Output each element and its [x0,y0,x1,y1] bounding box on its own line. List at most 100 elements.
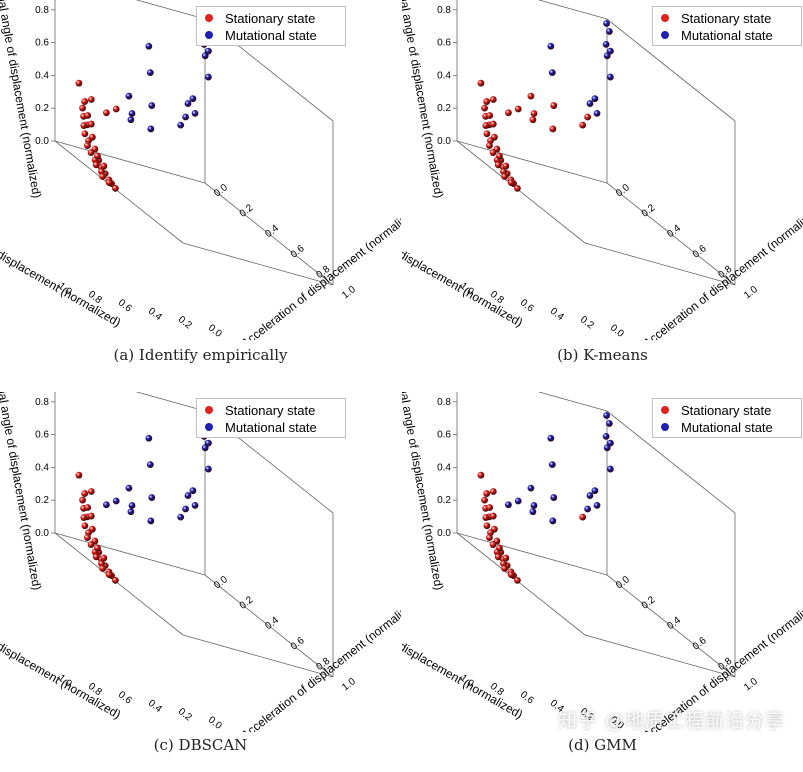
x-tick-label: 0.4 [665,615,683,632]
legend-stationary-marker [205,14,213,22]
mutational-point [548,69,556,77]
stationary-point [80,122,88,129]
z-tick-label: 0.0 [35,136,49,147]
stationary-point [513,184,521,192]
mutational-point [191,110,199,117]
stationary-point [550,102,558,109]
mutational-point [127,508,135,516]
panel-identify-empirically: 0.0 1.0 0.0 0.2 0.8 0.2 0.4 0.6 0.4 0.6 0.4 0.6 0.8 0… [0,0,401,380]
stationary-point [111,576,119,584]
stationary-point [489,149,497,156]
axis-x-line [204,182,334,286]
stationary-point [99,565,106,572]
stationary-point [481,104,488,112]
frame-edge [182,242,334,286]
legend: Stationary state Mutational state [652,398,802,438]
mutational-point [103,501,110,509]
y-tick-label: 0.6 [116,689,134,706]
mutational-point [547,434,555,442]
legend: Stationary state Mutational state [652,6,802,46]
watermark-text: 知乎 @地质工程前沿分享 [557,710,785,732]
y-tick-label: 0.2 [578,314,596,331]
mutational-point [125,92,133,100]
frame-edge [537,0,608,20]
stationary-point [486,504,494,511]
stationary-point [489,488,497,495]
mutational-point [148,102,156,109]
mutational-point [184,492,192,499]
z-tick-label: 0.2 [35,495,49,506]
y-axis-label: of displacement (normalized) [0,240,123,329]
y-tick-label: 0.4 [146,306,164,323]
stationary-point [477,79,485,87]
z-tick-label: 0.2 [437,103,451,114]
x-tick-label: 0.2 [640,202,658,219]
stationary-point [501,173,508,180]
y-axis-label: of displacement (normalized) [402,240,525,329]
stationary-point [494,161,502,169]
x-tick-label: 0.6 [289,635,307,652]
frame-edge [606,18,736,122]
stationary-point [94,152,101,160]
panel-k-means: 0.0 1.0 0.0 0.2 0.8 0.2 0.4 0.6 0.4 0.6 0.4 0.6 0.8 0… [402,0,803,380]
mutational-point [548,461,556,469]
z-tick-label: 0.8 [35,5,49,16]
mutational-point [125,484,133,492]
mutational-point [204,73,212,81]
axis-y-line [54,140,206,184]
mutational-point [182,505,190,513]
frame-edge [606,410,736,514]
mutational-point [182,113,190,121]
z-tick-label: 0.6 [35,430,49,441]
stationary-point [507,571,515,579]
mutational-point [189,95,197,103]
z-tick-label: 0.4 [437,462,451,473]
mutational-point [586,492,594,499]
z-tick-label: 0.6 [437,430,451,441]
mutational-point [605,420,613,427]
stationary-point [482,514,490,521]
z-tick-label: 0.8 [437,397,451,408]
y-tick-label: 0.0 [206,715,224,732]
mutational-point [127,116,135,124]
stationary-point [87,96,95,103]
legend-stationary-label: Stationary state [681,10,772,26]
x-tick-label: 0.6 [289,243,307,260]
z-tick-label: 0.2 [35,103,49,114]
legend-stationary-marker [205,406,213,414]
mutational-point [549,517,557,525]
frame-edge [54,140,184,244]
legend-mutational-marker [661,31,669,39]
chart-3d-scatter: 0.01.00.00.20.80.20.40.60.40.60.40.60.80… [0,392,401,732]
stationary-point [496,152,503,160]
axis-x-line [606,574,736,678]
stationary-point [482,122,490,129]
stationary-point [507,179,515,187]
axis-y-line [456,532,608,576]
mutational-point [128,110,136,117]
mutational-point [591,487,599,495]
mutational-point [591,95,599,103]
frame-edge [584,242,736,286]
stationary-point [79,496,86,504]
legend-mutational-label: Mutational state [225,419,317,435]
x-tick-label: 0.6 [691,635,709,652]
x-tick-label: 0.2 [238,594,256,611]
mutational-point [128,502,136,509]
stationary-point [529,116,537,124]
mutational-point [148,494,156,501]
stationary-point [87,512,95,520]
stationary-point [92,161,100,169]
chart-3d-scatter: 0.01.00.00.20.80.20.40.60.40.60.40.60.80… [0,0,401,340]
panel-caption: (b) K-means [557,346,648,364]
y-axis-label: of displacement (normalized) [402,632,525,721]
z-tick-label: 0.8 [35,397,49,408]
mutational-point [514,497,522,505]
frame-edge [456,532,586,636]
stationary-point [483,98,491,105]
mutational-point [593,502,601,509]
stationary-point [87,149,95,156]
stationary-point [579,513,587,521]
mutational-point [527,484,535,492]
stationary-point [87,120,95,128]
